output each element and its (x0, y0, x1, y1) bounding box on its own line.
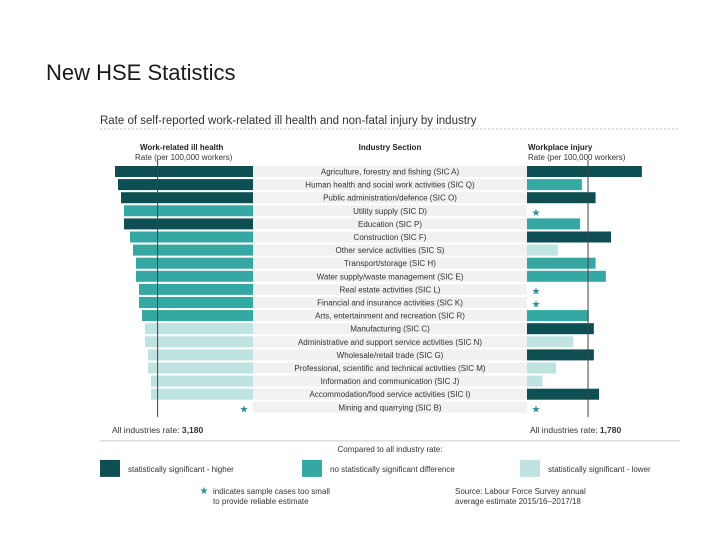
left-header: Work-related ill health (140, 143, 224, 152)
row-band (253, 270, 527, 282)
injury-star: ★ (532, 208, 541, 219)
chart-title: Rate of self-reported work-related ill h… (100, 115, 477, 127)
ill-health-bar (121, 192, 253, 204)
ill-health-bar (124, 218, 253, 230)
category-label: Construction (SIC F) (354, 233, 427, 242)
row-band (253, 323, 527, 335)
compare-label: Compared to all industry rate: (338, 445, 443, 454)
ill-health-bar (136, 270, 253, 282)
footnote-line-2: to provide reliable estimate (213, 497, 309, 506)
row-band (253, 283, 527, 295)
injury-bar (527, 179, 582, 191)
category-label: Wholesale/retail trade (SIC G) (337, 351, 444, 360)
category-label: Human health and social work activities … (305, 181, 475, 190)
category-label: Water supply/waste management (SIC E) (317, 272, 464, 281)
row-band (253, 244, 527, 256)
injury-bar (527, 388, 599, 400)
ill-health-bar (142, 310, 253, 322)
row-band (253, 336, 527, 348)
category-label: Accommodation/food service activities (S… (310, 390, 471, 399)
legend-swatch-higher (100, 459, 120, 477)
legend-swatch-no-difference (302, 459, 322, 477)
ill-health-bar (133, 244, 253, 256)
injury-bar (527, 323, 594, 335)
category-label: Transport/storage (SIC H) (344, 259, 436, 268)
ill-health-bar (148, 362, 253, 374)
injury-star: ★ (532, 404, 541, 415)
injury-star: ★ (532, 300, 541, 311)
right-subheader: Rate (per 100,000 workers) (528, 153, 626, 162)
injury-bar (527, 375, 543, 387)
injury-bar (527, 218, 581, 230)
injury-bar (527, 166, 642, 177)
row-band (253, 257, 527, 269)
ill-health-bar (145, 323, 253, 335)
category-label: Arts, entertainment and recreation (SIC … (315, 312, 465, 321)
footnote-line-1: indicates sample cases too small (213, 487, 330, 496)
ill-health-bar (115, 166, 253, 177)
category-label: Mining and quarrying (SIC B) (338, 403, 441, 412)
ill-health-bar (130, 231, 253, 243)
injury-bar (527, 192, 596, 204)
ill-health-bar (118, 179, 253, 191)
category-label: Manufacturing (SIC C) (350, 325, 430, 334)
category-label: Education (SIC P) (358, 220, 422, 229)
injury-bar (527, 362, 557, 374)
category-label: Other service activities (SIC S) (336, 246, 445, 255)
row-band (253, 388, 527, 400)
row-band (253, 166, 527, 177)
row-band (253, 179, 527, 191)
injury-star: ★ (532, 286, 541, 297)
ill-health-star: ★ (240, 404, 249, 415)
row-band (253, 192, 527, 204)
legend-label-no-difference: no statistically significant difference (330, 465, 455, 474)
ill-health-bar (145, 336, 253, 348)
injury-all-rate: All industries rate: 1,780 (530, 425, 621, 435)
source-line-2: average estimate 2015/16–2017/18 (455, 497, 581, 506)
legend-swatch-lower (520, 459, 540, 477)
ill-health-bar (148, 349, 253, 361)
legend-label-lower: statistically significant - lower (548, 465, 651, 474)
source-line-1: Source: Labour Force Survey annual (455, 487, 586, 496)
ill-health-bar (136, 257, 253, 269)
injury-bar (527, 231, 611, 243)
footnote-star: ★ (200, 486, 209, 497)
category-label: Professional, scientific and technical a… (294, 364, 486, 373)
slide-title: New HSE Statistics (46, 60, 236, 85)
row-band (253, 310, 527, 322)
row-band (253, 375, 527, 387)
injury-bar (527, 244, 558, 256)
right-header: Workplace injury (528, 143, 593, 152)
category-label: Administrative and support service activ… (298, 338, 482, 347)
ill-health-bar (151, 388, 253, 400)
ill-health-bar (139, 297, 253, 308)
category-label: Information and communication (SIC J) (321, 377, 460, 386)
category-label: Agriculture, forestry and fishing (SIC A… (321, 168, 460, 177)
injury-bar (527, 257, 596, 269)
center-header: Industry Section (359, 143, 422, 152)
category-label: Real estate activities (SIC L) (340, 285, 441, 294)
ill-health-bar (124, 205, 253, 217)
row-band (253, 349, 527, 361)
row-band (253, 218, 527, 230)
injury-bar (527, 270, 606, 282)
row-band (253, 362, 527, 374)
row-band (253, 205, 527, 217)
injury-bar (527, 336, 574, 348)
injury-bar (527, 349, 594, 361)
row-band (253, 401, 527, 413)
row-band (253, 297, 527, 308)
legend-label-higher: statistically significant - higher (128, 465, 234, 474)
category-label: Utility supply (SIC D) (353, 207, 427, 216)
ill-health-bar (151, 375, 253, 387)
row-band (253, 231, 527, 243)
ill-health-all-rate: All industries rate: 3,180 (112, 425, 203, 435)
category-label: Financial and insurance activities (SIC … (317, 299, 463, 308)
category-label: Public administration/defence (SIC O) (323, 194, 457, 203)
ill-health-bar (139, 283, 253, 295)
left-subheader: Rate (per 100,000 workers) (135, 153, 233, 162)
injury-bar (527, 310, 589, 322)
